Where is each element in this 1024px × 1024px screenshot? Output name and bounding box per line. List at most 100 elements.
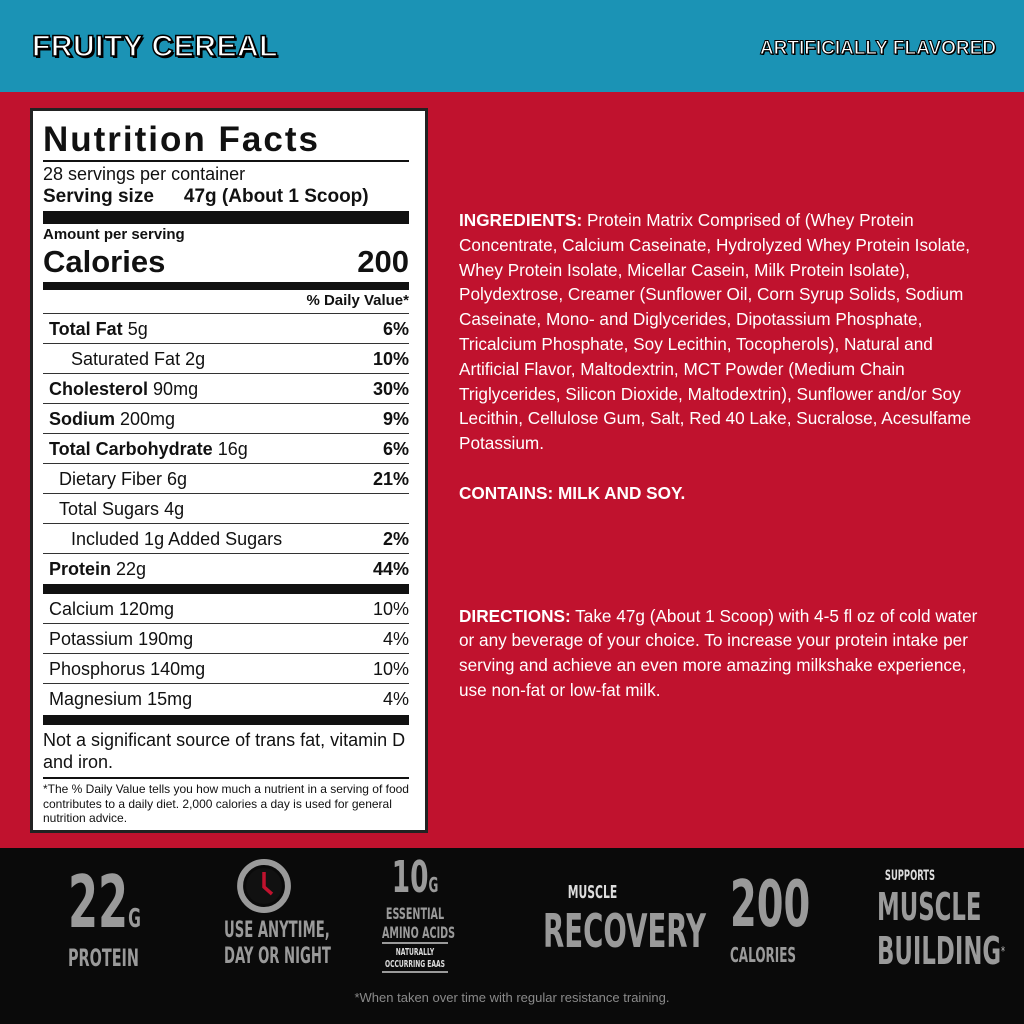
nutrient-amount: 5g — [127, 318, 148, 339]
product-info: INGREDIENTS: Protein Matrix Comprised of… — [459, 208, 979, 703]
mineral-name: Calcium — [49, 598, 115, 619]
mineral-name: Potassium — [49, 628, 134, 649]
nutrient-name: Total Sugars — [59, 498, 160, 519]
nutrient-amount: 4g — [164, 498, 185, 519]
badge-calories: 200 CALORIES — [730, 868, 811, 967]
nutrient-dv: 10% — [372, 348, 409, 369]
nutrient-name: Protein — [49, 559, 112, 579]
nutrient-row: Saturated Fat 2g 10% — [43, 344, 409, 374]
directions-label: DIRECTIONS: — [459, 605, 571, 626]
nutrient-name: Cholesterol — [49, 378, 149, 399]
mineral-row: Potassium 190mg 4% — [43, 624, 409, 654]
eaa-unit: G — [428, 873, 439, 897]
nutrient-row: Dietary Fiber 6g 21% — [43, 464, 409, 494]
mineral-dv: 10% — [372, 658, 409, 679]
mineral-row: Magnesium 15mg 4% — [43, 684, 409, 714]
ingredients-label: INGREDIENTS: — [459, 210, 583, 230]
anytime-line2: DAY OR NIGHT — [224, 944, 331, 969]
calories-badge-label: CALORIES — [730, 943, 797, 967]
not-significant-note: Not a significant source of trans fat, v… — [43, 725, 409, 779]
nutrient-amount: 2g — [185, 348, 206, 369]
nutrient-dv: 21% — [372, 468, 409, 489]
nutrient-amount: 6g — [167, 468, 188, 489]
eaa-sub1: NATURALLY — [395, 947, 435, 958]
calories-row: Calories 200 — [43, 244, 409, 280]
mineral-name: Magnesium — [49, 689, 143, 709]
header-banner: FRUITY CEREAL ARTIFICIALLY FLAVORED — [0, 0, 1024, 92]
mineral-dv: 10% — [372, 598, 409, 619]
ingredients-text: Protein Matrix Comprised of (Whey Protei… — [459, 210, 972, 454]
serving-size: Serving size 47g (About 1 Scoop) — [43, 185, 409, 208]
nutrient-row: Total Carbohydrate 16g 6% — [43, 434, 409, 464]
calories-badge-value: 200 — [730, 868, 811, 942]
amount-per-serving: Amount per serving — [43, 226, 185, 243]
flavor-title: FRUITY CEREAL — [31, 29, 278, 64]
nutrient-amount: 90mg — [153, 378, 199, 399]
nutrition-facts-label: Nutrition Facts 28 servings per containe… — [30, 108, 428, 833]
flavor-note: ARTIFICIALLY FLAVORED — [759, 38, 996, 60]
nutrient-dv: 2% — [382, 528, 409, 549]
label-footnote: *The % Daily Value tells you how much a … — [43, 782, 409, 825]
anytime-line1: USE ANYTIME, — [224, 918, 330, 943]
nutrient-amount: 22g — [116, 559, 147, 579]
divider — [43, 715, 409, 725]
recovery-main: RECOVERY — [543, 904, 707, 958]
nutrient-dv: 9% — [382, 408, 409, 429]
recovery-top: MUSCLE — [567, 882, 618, 903]
mineral-amount: 15mg — [147, 689, 193, 709]
nutrient-row: Protein 22g 44% — [43, 554, 409, 584]
serving-size-value: 47g (About 1 Scoop) — [183, 186, 369, 207]
clock-icon — [237, 859, 291, 913]
protein-value: 22 — [68, 860, 129, 944]
nutrient-dv: 6% — [382, 438, 409, 459]
badge-anytime: USE ANYTIME, DAY OR NIGHT — [224, 856, 331, 970]
protein-unit: G — [128, 904, 141, 934]
mineral-dv: 4% — [382, 628, 409, 649]
mineral-amount: 120mg — [119, 598, 175, 619]
building-top: SUPPORTS — [884, 868, 936, 884]
mineral-row: Phosphorus 140mg 10% — [43, 654, 409, 684]
calories-value: 200 — [357, 244, 409, 279]
nutrient-row: Included 1g Added Sugars 2% — [43, 524, 409, 554]
benefits-footnote: *When taken over time with regular resis… — [354, 990, 670, 1005]
divider — [43, 211, 409, 224]
mineral-amount: 140mg — [150, 658, 206, 679]
ingredients: INGREDIENTS: Protein Matrix Comprised of… — [459, 208, 979, 456]
benefits-bar — [0, 848, 1024, 1024]
mineral-name: Phosphorus — [49, 658, 146, 679]
nutrient-name: Saturated Fat — [71, 348, 181, 369]
nutrient-amount: 16g — [217, 438, 248, 459]
directions-text: Take 47g (About 1 Scoop) with 4-5 fl oz … — [459, 605, 978, 700]
divider — [43, 584, 409, 594]
nutrient-dv: 30% — [372, 378, 409, 399]
daily-value-header: % Daily Value* — [43, 290, 409, 314]
nutrient-row: Total Fat 5g 6% — [43, 314, 409, 344]
eaa-value: 10 — [391, 852, 429, 903]
allergens: CONTAINS: MILK AND SOY. — [459, 482, 686, 503]
badge-protein: 22G PROTEIN — [68, 860, 141, 973]
badge-eaa: 10G ESSENTIAL AMINO ACIDS NATURALLY OCCU… — [382, 852, 456, 973]
nutrient-name: Total Carbohydrate — [49, 438, 213, 459]
eaa-line2: AMINO ACIDS — [382, 923, 456, 944]
nutrient-dv: 6% — [382, 318, 409, 339]
nutrient-row: Sodium 200mg 9% — [43, 404, 409, 434]
nutrient-name: Sodium — [49, 408, 115, 429]
mineral-amount: 190mg — [138, 628, 194, 649]
nutrient-amount: 200mg — [120, 408, 176, 429]
badge-recovery: MUSCLE RECOVERY — [543, 882, 707, 958]
nutrient-name: Dietary Fiber — [59, 468, 163, 489]
nutrient-name: Included 1g Added Sugars — [71, 528, 283, 549]
nutrient-row: Total Sugars 4g — [43, 494, 409, 524]
building-mark: * — [1001, 944, 1005, 958]
badge-building: SUPPORTS MUSCLE BUILDING* — [877, 868, 1005, 973]
calories-label: Calories — [43, 244, 166, 279]
eaa-sub2: OCCURRING EAAS — [382, 959, 448, 973]
nutrient-dv: 44% — [372, 559, 409, 579]
divider — [43, 282, 409, 290]
directions: DIRECTIONS: Take 47g (About 1 Scoop) wit… — [459, 604, 979, 703]
mineral-dv: 4% — [382, 689, 409, 709]
servings: 28 servings per container — [43, 164, 246, 184]
nutrient-name: Total Fat — [49, 318, 123, 339]
mineral-row: Calcium 120mg 10% — [43, 594, 409, 624]
protein-label: PROTEIN — [68, 944, 139, 972]
